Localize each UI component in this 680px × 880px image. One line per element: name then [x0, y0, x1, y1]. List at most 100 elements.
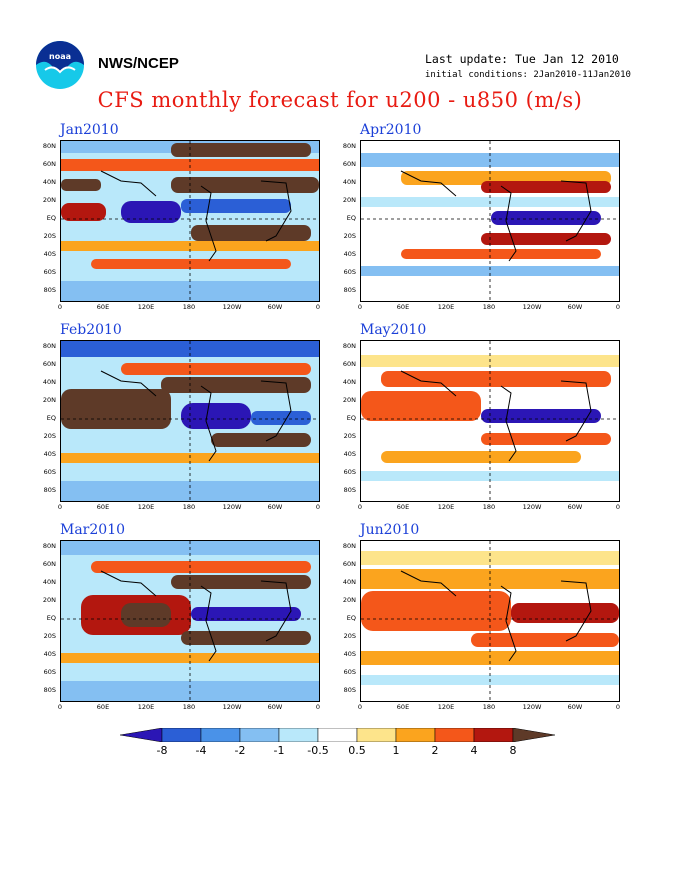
colorbar-label: 0.5	[348, 744, 366, 757]
colorbar-segment	[434, 728, 475, 742]
lat-label: 80N	[342, 342, 356, 350]
colorbar-segment	[317, 728, 358, 742]
panel-title-mar2010: Mar2010	[60, 522, 126, 538]
panel-title-jun2010: Jun2010	[360, 522, 420, 538]
lat-label: 80S	[343, 486, 356, 494]
panel-title-apr2010: Apr2010	[360, 122, 422, 138]
lon-label: 120E	[437, 503, 455, 511]
panel-title-feb2010: Feb2010	[60, 322, 122, 338]
lat-label: 80S	[343, 686, 356, 694]
panel-title-jan2010: Jan2010	[60, 122, 119, 138]
lat-label: 20S	[343, 232, 356, 240]
lat-label: 60S	[43, 268, 56, 276]
lon-label: 0	[315, 703, 321, 711]
lat-label: EQ	[346, 614, 356, 622]
lat-label: 40N	[342, 178, 356, 186]
lon-label: 120E	[137, 703, 155, 711]
lon-label: 120E	[137, 303, 155, 311]
lat-label: 20N	[42, 396, 56, 404]
lat-label: 60S	[43, 668, 56, 676]
lon-label: 0	[615, 303, 621, 311]
lat-label: 40S	[43, 450, 56, 458]
lon-label: 0	[57, 503, 63, 511]
lat-label: 40S	[343, 650, 356, 658]
lon-label: 180	[482, 503, 496, 511]
lat-label: 20S	[343, 632, 356, 640]
lat-label: 80N	[42, 342, 56, 350]
map-mar2010	[60, 540, 320, 702]
lon-label: 60E	[96, 503, 110, 511]
lon-label: 120W	[522, 503, 542, 511]
lon-label: 60W	[267, 303, 283, 311]
lat-label: 60N	[342, 360, 356, 368]
panel-title-may2010: May2010	[360, 322, 427, 338]
noaa-logo-icon: noaa	[36, 41, 84, 89]
colorbar-segment	[161, 728, 202, 742]
lat-label: 60S	[43, 468, 56, 476]
lon-label: 120E	[437, 303, 455, 311]
lon-label: 180	[482, 303, 496, 311]
lon-label: 0	[357, 703, 363, 711]
lon-label: 120W	[222, 703, 242, 711]
lat-label: 20N	[42, 596, 56, 604]
colorbar-label: 8	[509, 744, 517, 757]
lat-label: 40N	[42, 378, 56, 386]
lat-label: 80N	[342, 542, 356, 550]
colorbar-label: -1	[273, 744, 285, 757]
lat-label: EQ	[46, 214, 56, 222]
lon-label: 120W	[522, 703, 542, 711]
map-may2010	[360, 340, 620, 502]
lon-label: 60W	[567, 303, 583, 311]
lat-label: 80N	[42, 542, 56, 550]
lat-label: EQ	[346, 214, 356, 222]
map-jun2010	[360, 540, 620, 702]
lon-label: 0	[357, 303, 363, 311]
lon-label: 0	[615, 503, 621, 511]
lon-label: 60E	[396, 303, 410, 311]
lon-label: 60E	[396, 503, 410, 511]
lat-label: 60N	[342, 160, 356, 168]
colorbar-label: -8	[156, 744, 168, 757]
last-update: Last update: Tue Jan 12 2010	[425, 52, 619, 66]
lat-label: 60N	[342, 560, 356, 568]
lat-label: 40N	[342, 378, 356, 386]
map-jan2010	[60, 140, 320, 302]
lon-label: 180	[182, 503, 196, 511]
colorbar-segment	[356, 728, 397, 742]
lat-label: 40S	[43, 250, 56, 258]
lon-label: 120W	[522, 303, 542, 311]
lon-label: 180	[182, 303, 196, 311]
colorbar-label: 1	[392, 744, 400, 757]
lat-label: 40S	[343, 450, 356, 458]
lon-label: 60W	[567, 503, 583, 511]
lat-label: EQ	[46, 614, 56, 622]
lon-label: 0	[57, 703, 63, 711]
lat-label: 60N	[42, 360, 56, 368]
agency-label: NWS/NCEP	[98, 55, 179, 72]
lat-label: 40S	[343, 250, 356, 258]
lat-label: EQ	[46, 414, 56, 422]
lat-label: 20N	[42, 196, 56, 204]
lat-label: 60S	[343, 468, 356, 476]
lat-label: 60N	[42, 160, 56, 168]
map-apr2010	[360, 140, 620, 302]
colorbar-segment	[512, 728, 556, 742]
lon-label: 0	[615, 703, 621, 711]
lat-label: 60S	[343, 668, 356, 676]
lat-label: 60S	[343, 268, 356, 276]
colorbar-segment	[200, 728, 241, 742]
colorbar-label: -0.5	[307, 744, 329, 757]
lat-label: 20S	[43, 432, 56, 440]
lon-label: 60E	[96, 303, 110, 311]
lon-label: 0	[315, 303, 321, 311]
lat-label: 20N	[342, 196, 356, 204]
lat-label: 40S	[43, 650, 56, 658]
lon-label: 60W	[267, 503, 283, 511]
lon-label: 60W	[267, 703, 283, 711]
lon-label: 120E	[137, 503, 155, 511]
colorbar-label: -4	[195, 744, 207, 757]
lat-label: 80S	[43, 686, 56, 694]
lon-label: 180	[182, 703, 196, 711]
map-feb2010	[60, 340, 320, 502]
colorbar-label: 2	[431, 744, 439, 757]
